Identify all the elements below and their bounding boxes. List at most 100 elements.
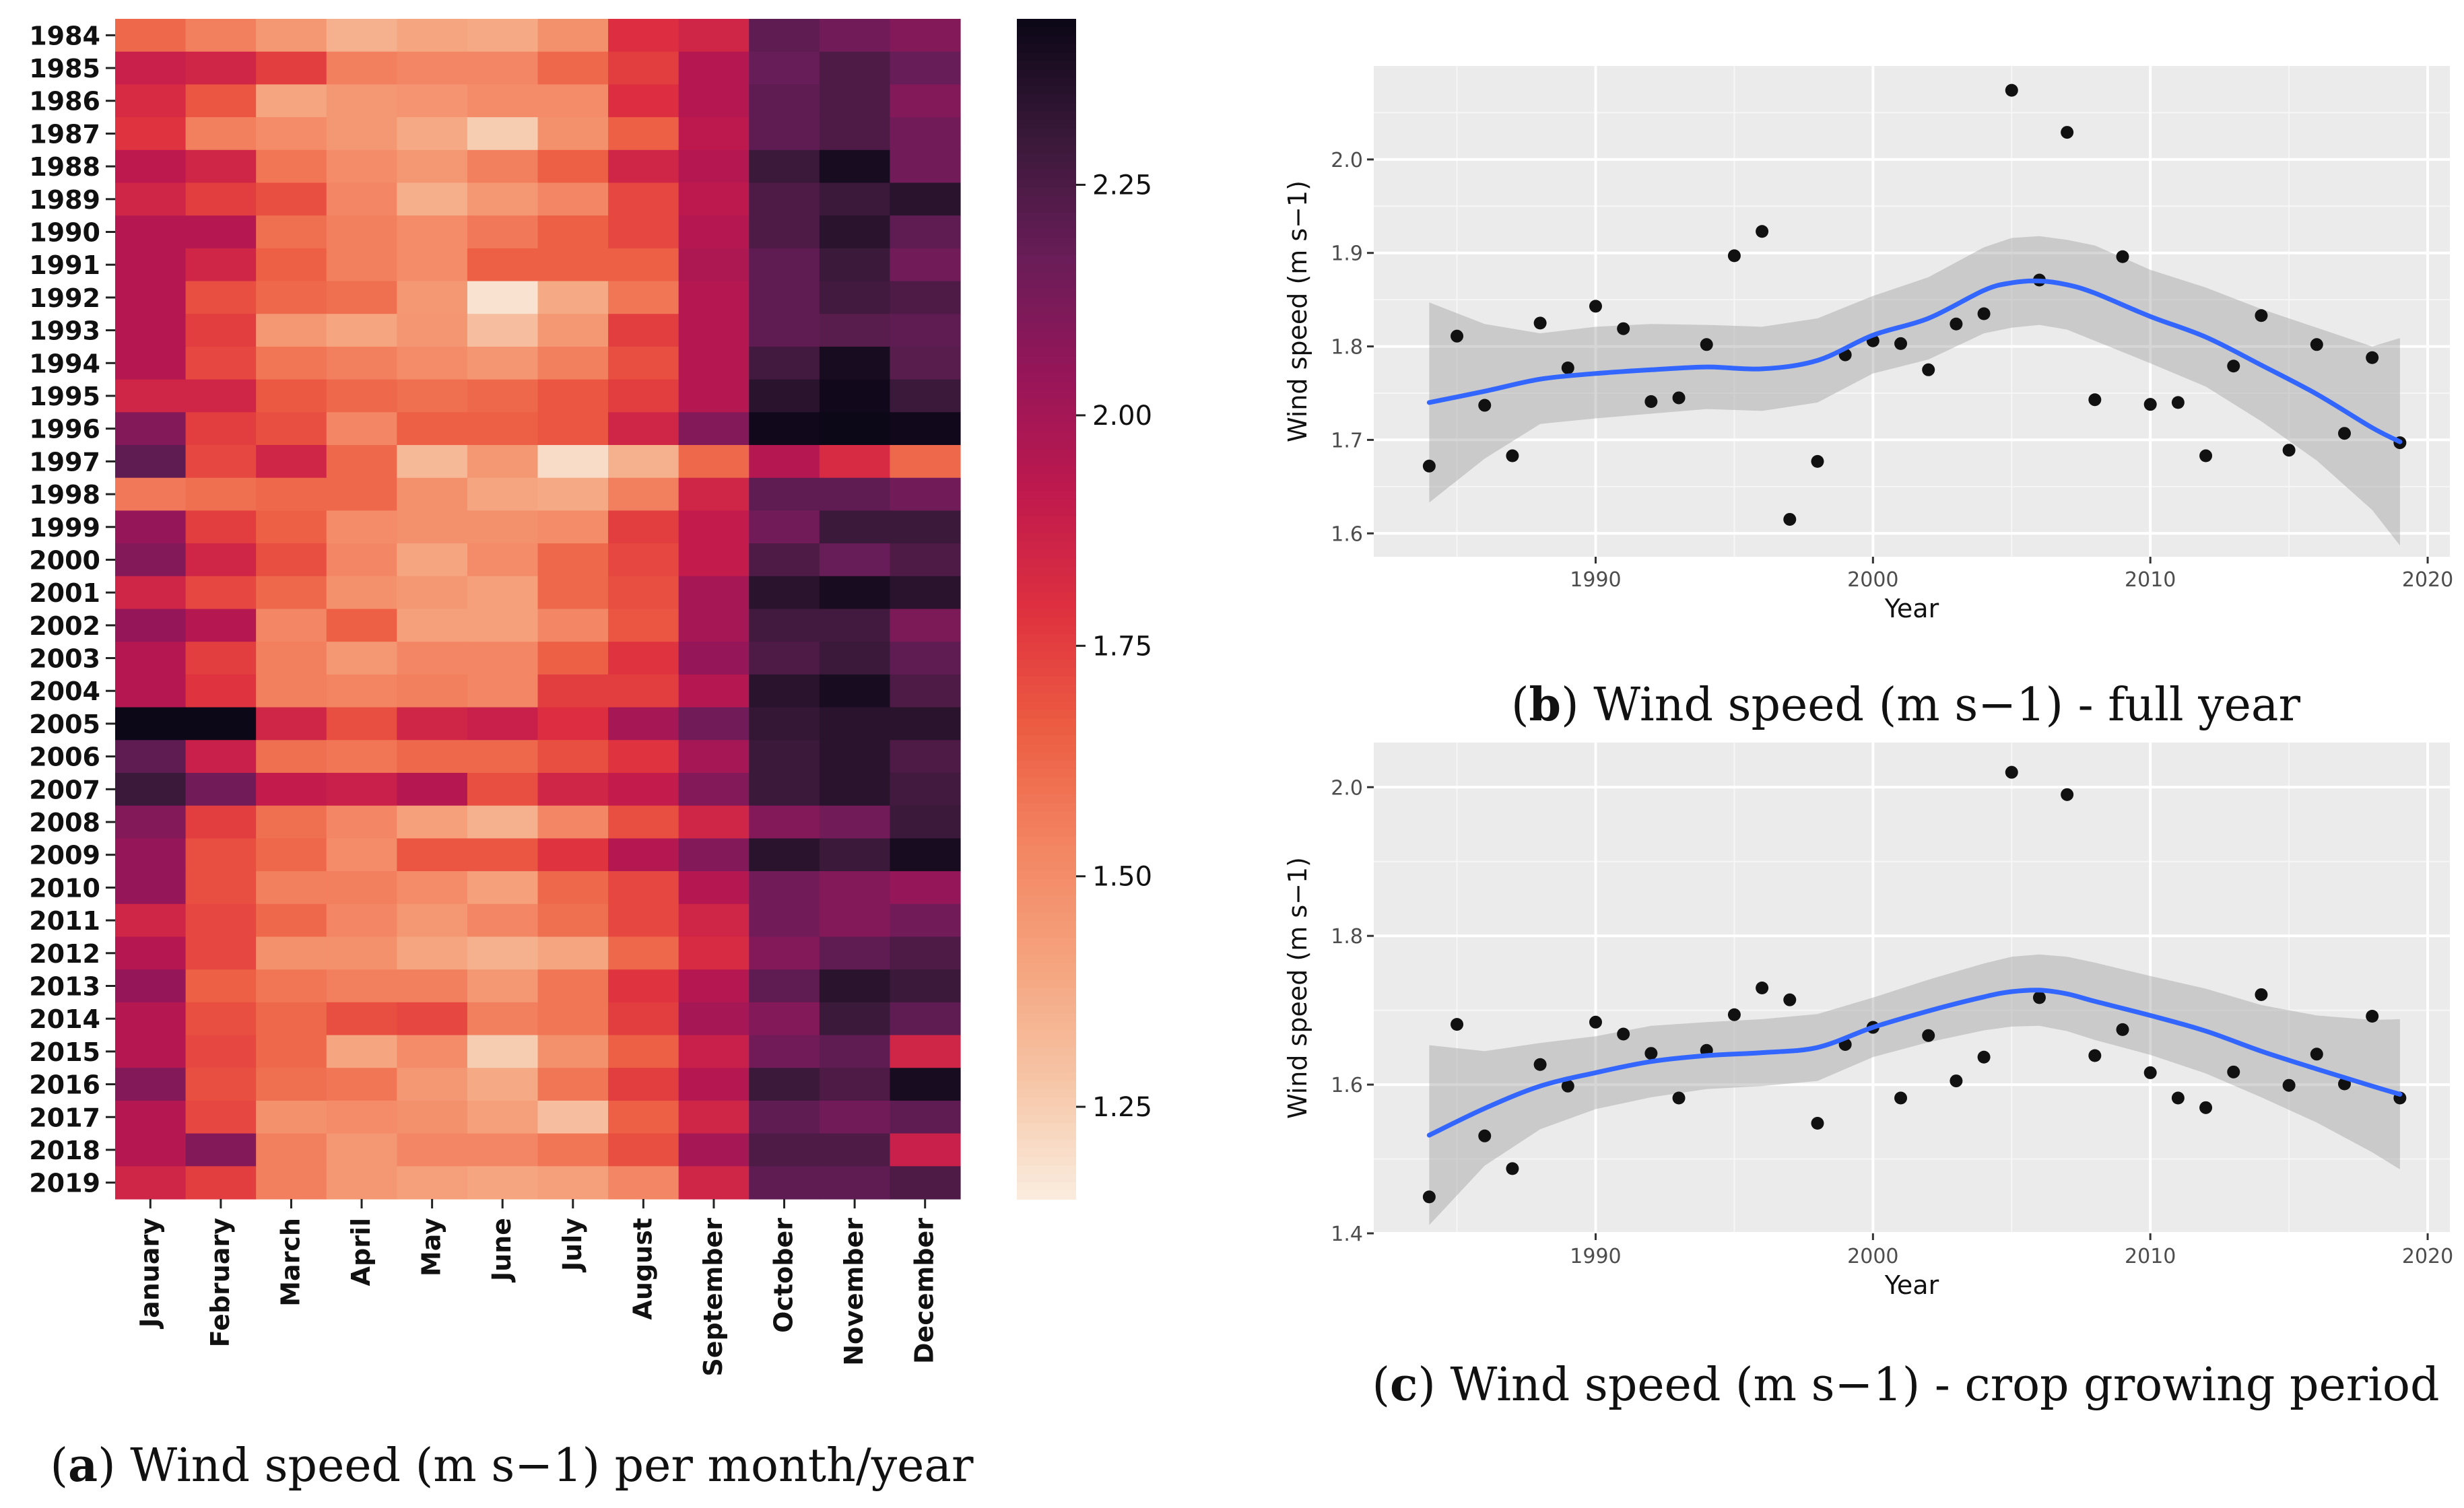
heatmap-cell — [608, 477, 679, 512]
colorbar-segment — [1017, 1005, 1076, 1015]
heatmap-cell — [819, 281, 891, 314]
heatmap-cell — [819, 248, 891, 282]
heatmap-cell — [819, 346, 891, 380]
heatmap-cell — [256, 543, 327, 577]
colorbar-segment — [1017, 769, 1076, 778]
heatmap-cell — [467, 674, 539, 708]
heatmap-cell — [185, 1035, 257, 1068]
data-point — [2282, 444, 2296, 457]
data-point — [2061, 788, 2074, 801]
colorbar-segment — [1017, 1131, 1076, 1141]
heatmap-cell — [326, 1068, 397, 1101]
row-label: 2016 — [29, 1070, 100, 1100]
heatmap-cell — [326, 149, 397, 184]
heatmap-cell — [678, 445, 750, 479]
data-point — [2199, 449, 2213, 462]
data-point — [2088, 1049, 2102, 1062]
heatmap-cell — [115, 936, 187, 970]
heatmap-cell — [608, 412, 679, 446]
colorbar-segment — [1017, 457, 1076, 467]
heatmap-cell — [115, 740, 187, 774]
heatmap-cell — [678, 609, 750, 642]
colorbar-segment — [1017, 971, 1076, 981]
heatmap-cell — [326, 314, 397, 347]
heatmap-cell — [537, 740, 609, 774]
data-point — [1727, 1008, 1741, 1021]
heatmap-cell — [326, 346, 397, 380]
heatmap-cell — [256, 576, 327, 610]
colorbar-segment — [1017, 137, 1076, 146]
heatmap-cell — [326, 903, 397, 938]
colorbar-segment — [1017, 145, 1076, 155]
heatmap-cell — [185, 609, 257, 642]
colorbar-segment — [1017, 625, 1076, 636]
heatmap-cell — [819, 149, 891, 184]
heatmap-cell — [819, 1002, 891, 1036]
heatmap-cell — [185, 248, 257, 282]
heatmap-column-labels: January February March April May June July Augu… — [135, 1199, 939, 1377]
data-point — [1950, 1074, 1963, 1088]
heatmap-cell — [608, 936, 679, 970]
colorbar-segment — [1017, 516, 1076, 526]
heatmap-cell — [890, 740, 961, 774]
heatmap-cell — [185, 346, 257, 380]
heatmap-cell — [678, 642, 750, 675]
heatmap-cell — [608, 19, 679, 53]
colorbar-segment — [1017, 752, 1076, 761]
row-label: 1986 — [29, 87, 100, 116]
colorbar-segment — [1017, 27, 1076, 37]
heatmap-cell — [608, 838, 679, 872]
heatmap-cell — [537, 543, 609, 577]
heatmap-cell — [326, 412, 397, 446]
heatmap-cell — [115, 1035, 187, 1068]
scatter-panel-full-year: 1.6 1.7 1.8 1.9 2.0 1990 2000 2010 2020 Year Wind … — [1283, 66, 2453, 623]
heatmap-cell — [608, 805, 679, 839]
data-point — [2143, 1066, 2157, 1079]
colorbar-segment — [1017, 1140, 1076, 1149]
heatmap-cell — [537, 19, 609, 53]
colorbar-segment — [1017, 432, 1076, 442]
heatmap-cell — [678, 674, 750, 708]
colorbar-segment — [1017, 533, 1076, 543]
heatmap-cell — [890, 117, 961, 151]
heatmap-cell — [749, 1166, 820, 1200]
heatmap-cell — [749, 281, 820, 314]
colorbar-segment — [1017, 178, 1076, 188]
heatmap-cell — [397, 936, 468, 970]
heatmap-cell — [115, 772, 187, 807]
heatmap-cell — [397, 477, 468, 512]
heatmap-cell — [608, 1133, 679, 1167]
column-label: January — [135, 1218, 164, 1330]
colorbar-segment — [1017, 735, 1076, 745]
heatmap-cell — [537, 838, 609, 872]
heatmap-cell — [890, 477, 961, 512]
colorbar-segment — [1017, 954, 1076, 964]
heatmap-cell — [256, 248, 327, 282]
heatmap-colorbar — [1017, 19, 1076, 1200]
colorbar-tick-label: 1.75 — [1092, 631, 1152, 662]
colorbar-segment — [1017, 1047, 1076, 1057]
heatmap-cell — [326, 281, 397, 314]
heatmap-cell — [115, 84, 187, 118]
colorbar-segment — [1017, 381, 1076, 390]
data-point — [2061, 126, 2074, 139]
heatmap-cell — [115, 969, 187, 1003]
heatmap-cell — [185, 477, 257, 512]
heatmap-cell — [256, 314, 327, 347]
heatmap-cell — [678, 51, 750, 85]
heatmap-cell — [467, 1068, 539, 1101]
colorbar-segment — [1017, 541, 1076, 551]
heatmap-cell — [608, 51, 679, 85]
heatmap-cell — [185, 772, 257, 807]
heatmap-cell — [890, 707, 961, 741]
row-label: 2006 — [29, 743, 100, 772]
heatmap-cell — [397, 445, 468, 479]
heatmap-cell — [467, 936, 539, 970]
heatmap-cell — [397, 609, 468, 642]
heatmap-cell — [185, 84, 257, 118]
column-label: June — [487, 1218, 517, 1283]
panel-a-caption-label: a — [68, 1439, 98, 1493]
data-point — [1700, 338, 1713, 351]
heatmap-cell — [608, 117, 679, 151]
colorbar-segment — [1017, 996, 1076, 1006]
